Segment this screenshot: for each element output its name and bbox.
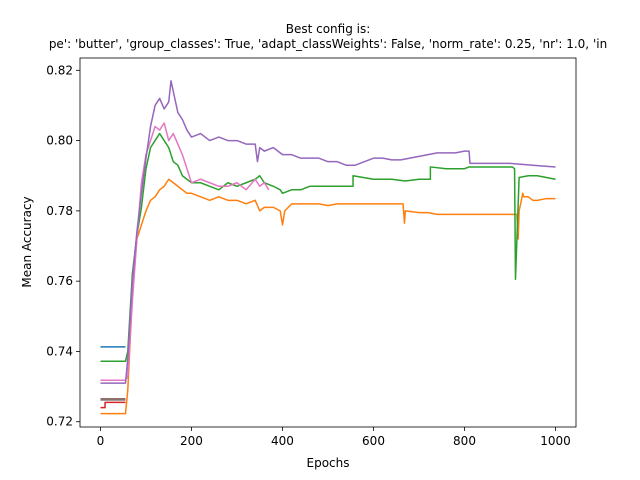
chart-subtitle: pe': 'butter', 'group_classes': True, 'a… [49,37,607,51]
plot-area [100,80,556,415]
x-axis-label: Epochs [307,456,350,470]
y-tick-label: 0.74 [46,344,73,358]
y-axis: 0.72 0.74 0.76 0.78 0.80 0.82 [46,63,80,429]
series-line-2 [100,401,126,409]
x-tick-label: 800 [453,434,476,448]
y-axis-label: Mean Accuracy [20,196,34,287]
chart-title: Best config is: [286,22,371,36]
y-tick-label: 0.72 [46,415,73,429]
y-tick-label: 0.78 [46,204,73,218]
x-tick-label: 400 [271,434,294,448]
x-tick-label: 600 [362,434,385,448]
series-line-8 [100,80,556,384]
series-layer [100,80,556,415]
y-tick-label: 0.82 [46,63,73,77]
axes-frame [79,57,577,428]
y-tick-label: 0.80 [46,134,73,148]
x-tick-label: 0 [97,434,105,448]
x-axis: 0 200 400 600 800 1000 [97,427,571,448]
x-tick-label: 1000 [540,434,571,448]
y-tick-label: 0.76 [46,274,73,288]
series-line-6 [100,132,556,363]
x-tick-label: 200 [180,434,203,448]
